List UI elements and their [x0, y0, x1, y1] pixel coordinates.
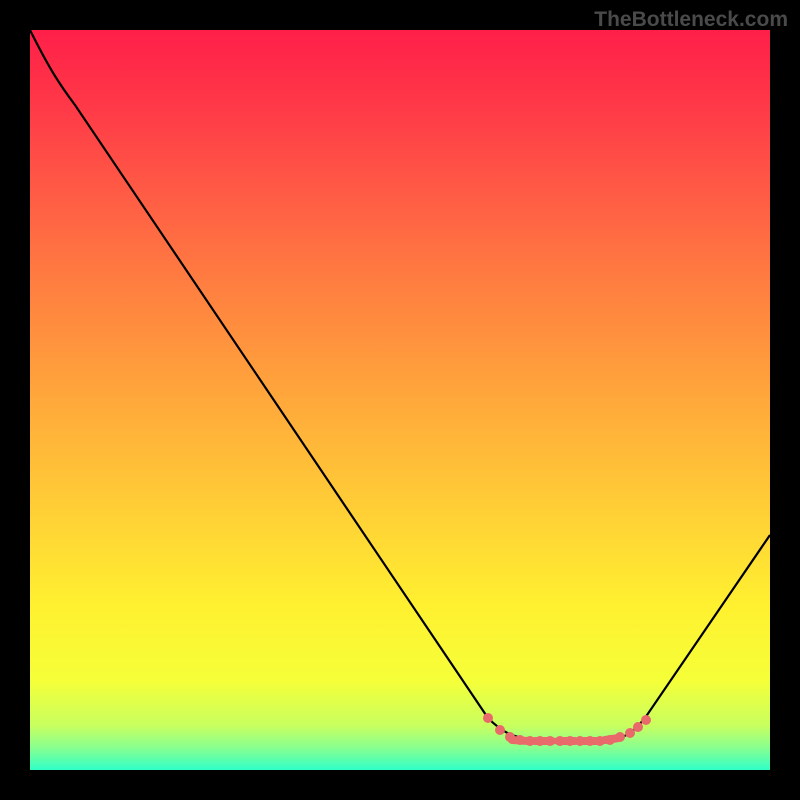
plot-area: [30, 30, 770, 770]
attribution-label: TheBottleneck.com: [594, 8, 788, 32]
chart-svg: [30, 30, 770, 770]
bottleneck-chart: TheBottleneck.com: [0, 0, 800, 800]
gradient-background: [30, 30, 770, 770]
